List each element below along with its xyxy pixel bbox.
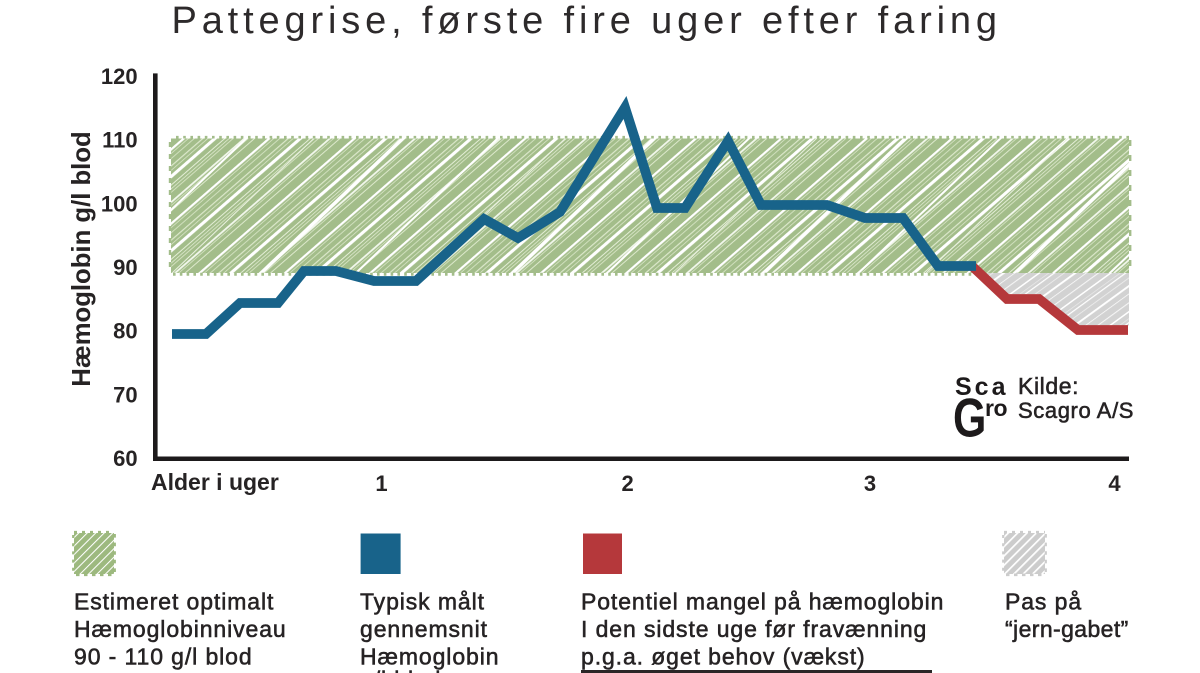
svg-text:100: 100	[101, 191, 138, 216]
svg-text:Alder i uger: Alder i uger	[151, 469, 279, 495]
svg-text:2: 2	[621, 471, 633, 496]
svg-text:110: 110	[102, 128, 138, 153]
svg-text:G: G	[953, 387, 986, 448]
svg-text:Hæmoglobin: Hæmoglobin	[360, 644, 499, 670]
svg-text:90 - 110 g/l blod: 90 - 110 g/l blod	[74, 644, 253, 670]
svg-text:4: 4	[1108, 471, 1121, 496]
svg-text:p.g.a. øget behov (vækst): p.g.a. øget behov (vækst)	[581, 644, 866, 670]
svg-text:1: 1	[375, 471, 387, 496]
svg-text:Hæmoglobinniveau: Hæmoglobinniveau	[74, 616, 287, 642]
svg-text:Kilde:: Kilde:	[1018, 373, 1079, 399]
svg-text:gennemsnit: gennemsnit	[360, 616, 488, 642]
svg-text:60: 60	[113, 446, 137, 471]
svg-text:Estimeret optimalt: Estimeret optimalt	[74, 589, 274, 615]
svg-text:90: 90	[113, 255, 137, 280]
svg-text:Potentiel mangel på hæmoglobin: Potentiel mangel på hæmoglobin	[581, 589, 944, 615]
svg-text:Scagro A/S: Scagro A/S	[1018, 398, 1134, 423]
svg-text:80: 80	[113, 319, 137, 344]
svg-text:70: 70	[113, 382, 137, 407]
svg-text:3: 3	[864, 471, 876, 496]
svg-text:Sca: Sca	[955, 373, 1008, 401]
svg-text:I den sidste uge før fravænnin: I den sidste uge før fravænning	[581, 616, 927, 642]
svg-text:g/l blod: g/l blod	[360, 667, 441, 673]
svg-text:Hæmoglobin g/l blod: Hæmoglobin g/l blod	[68, 131, 96, 386]
svg-text:“jern-gabet”: “jern-gabet”	[1005, 616, 1129, 642]
svg-text:Pas på: Pas på	[1005, 589, 1082, 615]
svg-text:Typisk målt: Typisk målt	[360, 589, 485, 615]
svg-text:ro: ro	[985, 395, 1007, 421]
svg-text:Pattegrise, første fire uger e: Pattegrise, første fire uger efter farin…	[172, 0, 1002, 42]
svg-text:120: 120	[101, 64, 138, 89]
